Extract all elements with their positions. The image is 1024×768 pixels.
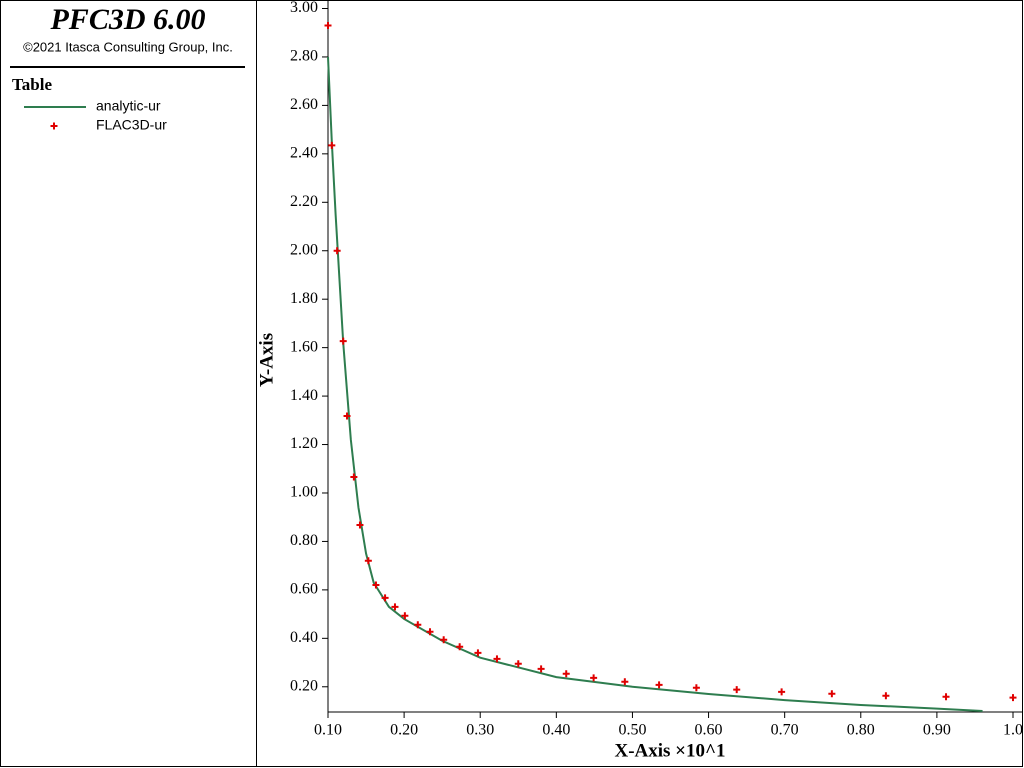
x-tick-label: 0.50 (618, 722, 646, 739)
marker (381, 594, 389, 602)
y-tick-label: 1.80 (290, 290, 318, 307)
y-tick-label: 1.20 (290, 435, 318, 452)
marker (562, 670, 570, 678)
y-tick-label: 0.20 (290, 677, 318, 694)
marker (733, 686, 741, 694)
legend-label: FLAC3D-ur (96, 117, 167, 133)
marker (942, 693, 950, 701)
y-tick-label: 2.60 (290, 96, 318, 113)
marker (778, 688, 786, 696)
marker (440, 636, 448, 644)
app-title: PFC3D 6.00 (49, 3, 205, 36)
legend-marker (50, 122, 58, 130)
marker (350, 473, 358, 481)
x-tick-label: 0.40 (542, 722, 570, 739)
marker (882, 692, 890, 700)
y-tick-label: 1.00 (290, 484, 318, 501)
marker (537, 665, 545, 673)
marker (328, 141, 336, 149)
marker (621, 678, 629, 686)
marker (655, 681, 663, 689)
marker (364, 557, 372, 565)
marker (324, 21, 332, 29)
marker (426, 628, 434, 636)
marker (1009, 694, 1017, 702)
x-tick-label: 0.60 (695, 722, 723, 739)
marker (474, 649, 482, 657)
y-tick-label: 2.80 (290, 48, 318, 65)
marker (391, 603, 399, 611)
marker (692, 684, 700, 692)
marker (590, 674, 598, 682)
marker (401, 612, 409, 620)
x-tick-label: 1.0 (1003, 722, 1023, 739)
marker (356, 521, 364, 529)
y-tick-label: 3.00 (290, 0, 318, 16)
y-axis-title: Y-Axis (256, 333, 277, 387)
y-tick-label: 2.40 (290, 145, 318, 162)
marker (828, 690, 836, 698)
marker (493, 655, 501, 663)
legend-label: analytic-ur (96, 98, 161, 114)
x-tick-label: 0.20 (390, 722, 418, 739)
x-tick-label: 0.30 (466, 722, 494, 739)
y-tick-label: 1.60 (290, 338, 318, 355)
y-tick-label: 1.40 (290, 387, 318, 404)
y-tick-label: 2.20 (290, 193, 318, 210)
copyright: ©2021 Itasca Consulting Group, Inc. (23, 39, 233, 54)
x-tick-label: 0.80 (847, 722, 875, 739)
marker (372, 581, 380, 589)
x-tick-label: 0.70 (771, 722, 799, 739)
y-tick-label: 0.40 (290, 629, 318, 646)
legend-title: Table (12, 75, 52, 94)
marker (343, 412, 351, 420)
y-tick-label: 0.80 (290, 532, 318, 549)
marker (414, 621, 422, 629)
y-tick-label: 0.60 (290, 581, 318, 598)
x-tick-label: 0.10 (314, 722, 342, 739)
marker (333, 247, 341, 255)
y-tick-label: 2.00 (290, 241, 318, 258)
x-axis-title: X-Axis ×10^1 (614, 740, 725, 761)
marker (456, 643, 464, 651)
x-tick-label: 0.90 (923, 722, 951, 739)
marker (339, 337, 347, 345)
marker (514, 660, 522, 668)
